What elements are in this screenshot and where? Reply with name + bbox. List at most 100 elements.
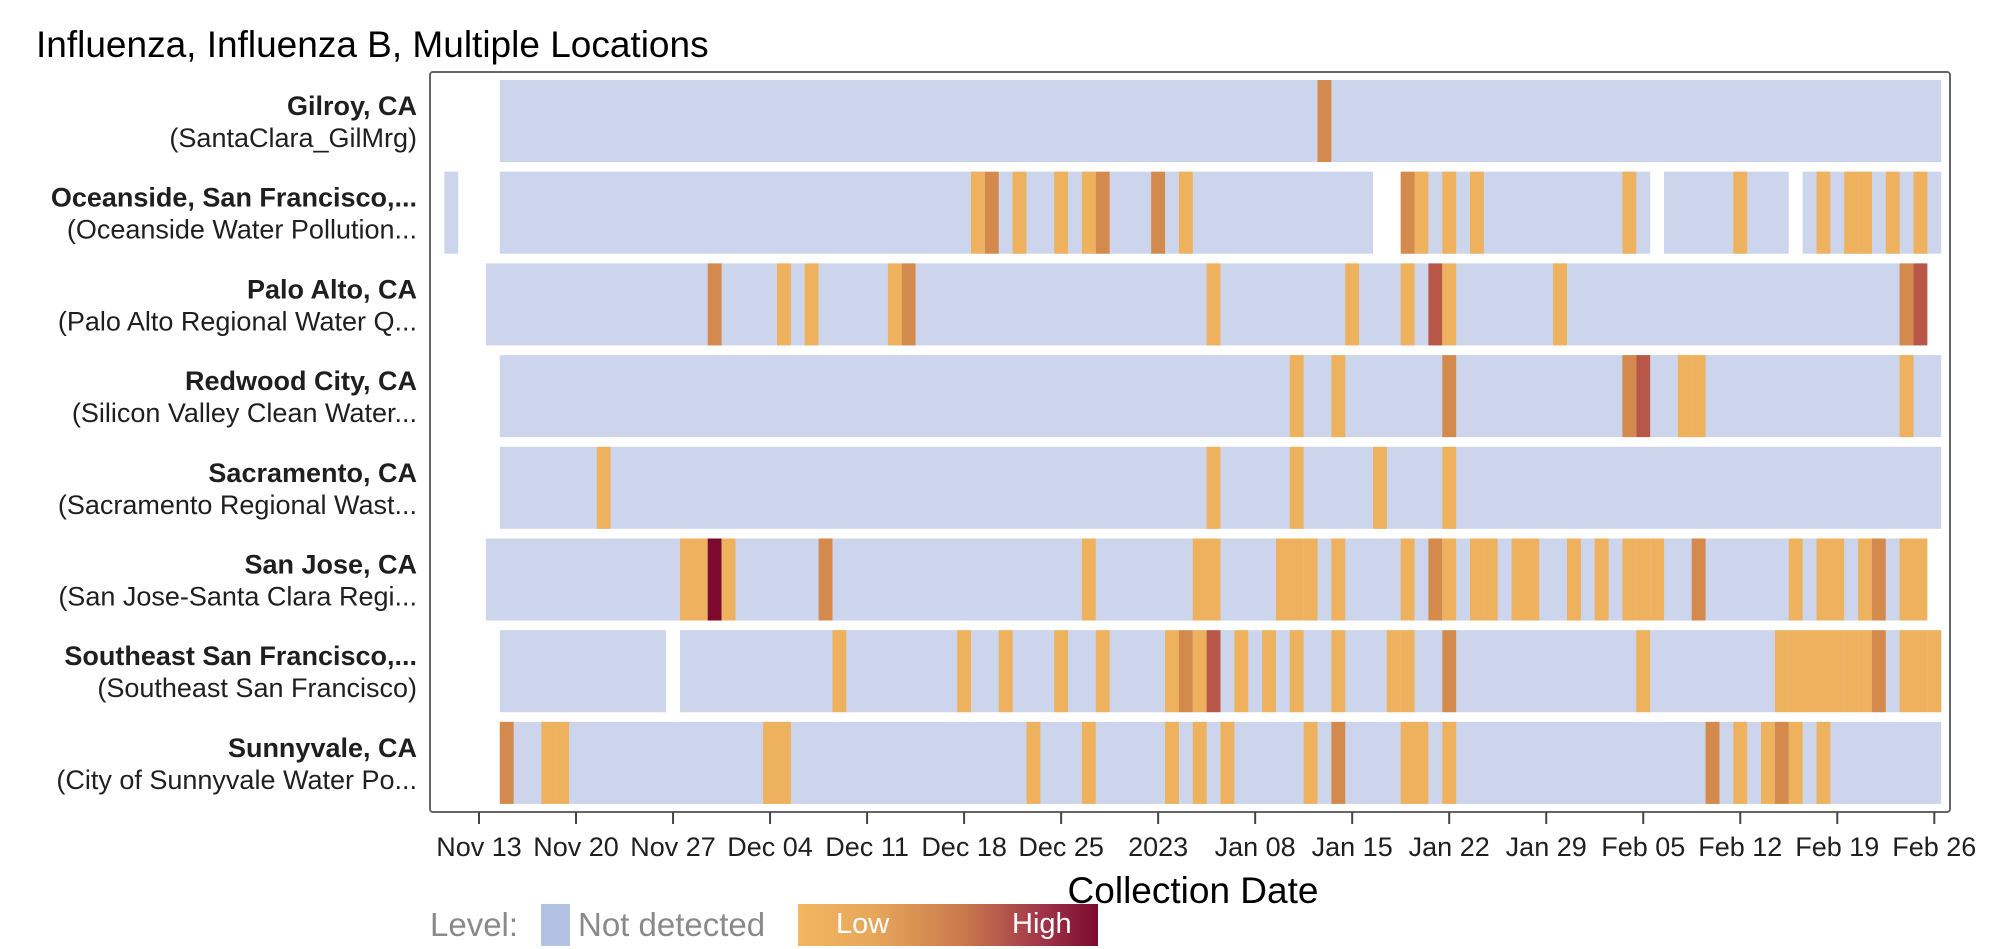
not-detected-span	[1400, 171, 1651, 254]
detection-cell	[541, 721, 556, 804]
x-tick-label: Jan 22	[1409, 832, 1490, 862]
detection-cell	[1303, 538, 1318, 621]
detection-cell	[1178, 630, 1193, 713]
detection-cell	[1830, 538, 1845, 621]
detection-cell	[1317, 80, 1332, 162]
detection-cell	[832, 630, 847, 713]
detection-cell	[1927, 630, 1942, 713]
x-tick-label: Feb 05	[1601, 832, 1685, 862]
heatmap-row	[499, 630, 1942, 713]
detection-cell	[1026, 721, 1041, 804]
detection-cell	[1303, 721, 1318, 804]
chart-title: Influenza, Influenza B, Multiple Locatio…	[36, 24, 709, 65]
detection-cell	[1331, 538, 1346, 621]
x-axis-title: Collection Date	[1067, 870, 1319, 911]
x-tick-label: Feb 19	[1795, 832, 1879, 862]
row-labels: Gilroy, CA(SantaClara_GilMrg) Oceanside, …	[51, 91, 417, 795]
detection-cell	[1081, 171, 1096, 254]
detection-cell	[1234, 630, 1249, 713]
detection-cell	[1567, 538, 1581, 621]
row-facility-name: (SantaClara_GilMrg)	[169, 123, 417, 153]
detection-cell	[1802, 630, 1817, 713]
detection-cell	[555, 721, 570, 804]
detection-cell	[1414, 721, 1429, 804]
detection-cell	[1151, 171, 1166, 254]
detection-cell	[1428, 538, 1443, 621]
legend-not-detected-label: Not detected	[578, 906, 766, 943]
detection-cell	[721, 538, 736, 621]
detection-cell	[1871, 630, 1886, 713]
detection-cell	[1470, 538, 1484, 621]
detection-cell	[1206, 263, 1221, 346]
detection-cell	[818, 538, 833, 621]
plot-frame	[429, 71, 1951, 813]
detection-cell	[1081, 721, 1096, 804]
detection-cell	[1206, 446, 1221, 529]
detection-cell	[1331, 355, 1346, 438]
detection-cell	[1677, 355, 1692, 438]
detection-cell	[1816, 171, 1831, 254]
detection-cell	[1289, 446, 1304, 529]
heatmap-row	[499, 446, 1942, 529]
detection-cell	[1899, 538, 1914, 621]
detection-cell	[901, 263, 916, 346]
detection-cell	[1705, 721, 1720, 804]
detection-cell	[1844, 171, 1859, 254]
detection-cell	[1442, 721, 1457, 804]
detection-cell	[1774, 630, 1789, 713]
heatmap-row	[499, 721, 1942, 804]
detection-cell	[1095, 630, 1110, 713]
detection-cell	[763, 721, 777, 804]
detection-cell	[1386, 630, 1401, 713]
row-location-name: Southeast San Francisco,...	[64, 641, 417, 671]
row-facility-name: (Sacramento Regional Wast...	[58, 490, 417, 520]
detection-cell	[1054, 630, 1069, 713]
detection-cell	[1816, 721, 1831, 804]
detection-cell	[707, 263, 722, 346]
row-location-name: Redwood City, CA	[185, 366, 417, 396]
detection-cell	[1511, 538, 1526, 621]
not-detected-span	[444, 171, 459, 254]
x-tick-label: Dec 18	[921, 832, 1007, 862]
detection-cell	[1095, 171, 1110, 254]
not-detected-span	[499, 80, 1942, 162]
detection-cell	[1913, 630, 1928, 713]
detection-cell	[1636, 355, 1651, 438]
x-tick-label: 2023	[1128, 832, 1188, 862]
detection-cell	[1400, 171, 1415, 254]
detection-cell	[1913, 263, 1928, 346]
detection-cell	[680, 538, 694, 621]
detection-cell	[1622, 355, 1637, 438]
detection-cell	[1442, 538, 1457, 621]
legend-high-label: High	[1012, 908, 1072, 940]
heatmap-row	[444, 171, 1942, 254]
detection-cell	[971, 171, 985, 254]
heatmap-row	[499, 355, 1942, 438]
detection-cell	[1483, 538, 1498, 621]
row-facility-name: (Silicon Valley Clean Water...	[72, 398, 417, 428]
not-detected-span	[499, 446, 1942, 529]
detection-cell	[707, 538, 722, 621]
detection-cell	[1899, 263, 1914, 346]
detection-cell	[1442, 171, 1457, 254]
row-facility-name: (Oceanside Water Pollution...	[67, 215, 417, 245]
detection-cell	[1165, 630, 1179, 713]
detection-cell	[1622, 538, 1637, 621]
x-tick-label: Dec 11	[825, 832, 909, 862]
not-detected-span	[499, 171, 1373, 254]
detection-cell	[1594, 538, 1609, 621]
detection-cell	[1650, 538, 1665, 621]
detection-cell	[1788, 538, 1803, 621]
heatmap-chart: Nov 13 Nov 20 Nov 27 Dec 04 Dec 11 Dec 18 Dec …	[51, 71, 1976, 862]
detection-cell	[1858, 171, 1872, 254]
x-tick-label: Feb 26	[1892, 832, 1976, 862]
detection-cell	[596, 446, 611, 529]
legend-level-gradient	[798, 904, 1098, 946]
detection-cell	[1192, 630, 1207, 713]
detection-cell	[1442, 263, 1457, 346]
detection-cell	[1858, 538, 1872, 621]
detection-cell	[1192, 721, 1207, 804]
x-tick-label: Dec 25	[1018, 832, 1104, 862]
detection-cell	[1470, 171, 1484, 254]
detection-cell	[1913, 171, 1928, 254]
